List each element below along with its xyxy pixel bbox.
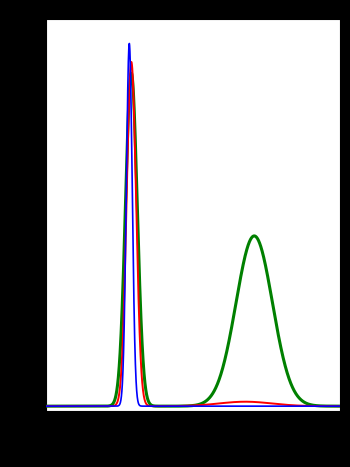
Y-axis label: Events: Events: [15, 186, 29, 244]
X-axis label: Phospho-Btk (Y551)-Biotin: Phospho-Btk (Y551)-Biotin: [68, 430, 317, 448]
